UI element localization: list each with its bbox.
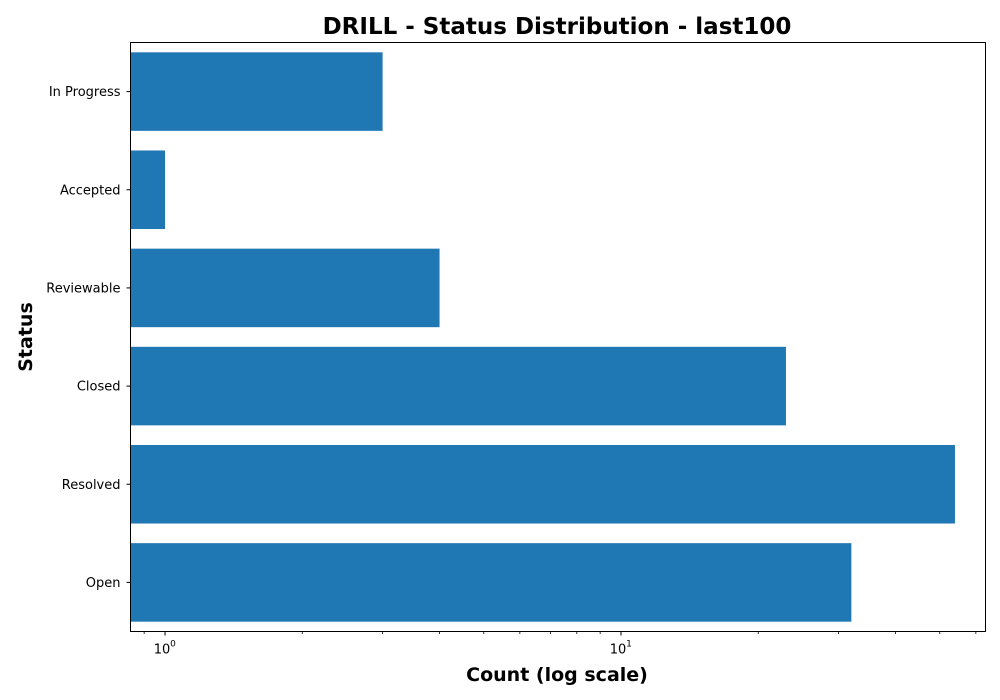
bar-reviewable — [130, 248, 440, 328]
x-tick-label-1: 10 — [154, 643, 171, 658]
y-axis-label: Status — [15, 302, 37, 372]
y-tick-label-accepted: Accepted — [60, 183, 121, 198]
y-tick-label-closed: Closed — [77, 380, 121, 395]
bar-open — [130, 543, 852, 622]
y-axis-ticks: In Progress Accepted Reviewable Closed Resol… — [46, 85, 131, 591]
y-tick-label-resolved: Resolved — [62, 478, 121, 493]
x-tick-label-10: 10 — [610, 643, 627, 658]
chart-title: DRILL - Status Distribution - last100 — [323, 14, 792, 40]
x-axis-label: Count (log scale) — [466, 664, 648, 686]
x-tick-exponent-10: 1 — [626, 640, 632, 650]
bar-accepted — [130, 150, 166, 230]
x-axis-ticks: 10 0 10 1 — [143, 631, 977, 658]
y-tick-label-reviewable: Reviewable — [46, 281, 120, 296]
x-tick-exponent-1: 0 — [170, 640, 176, 650]
y-tick-label-in-progress: In Progress — [49, 85, 121, 100]
bar-resolved — [130, 444, 955, 524]
y-tick-label-open: Open — [86, 576, 121, 591]
bar-closed — [130, 346, 786, 426]
plot-area-frame — [130, 42, 986, 632]
bar-in-progress — [130, 52, 383, 131]
bars-group — [130, 52, 955, 622]
